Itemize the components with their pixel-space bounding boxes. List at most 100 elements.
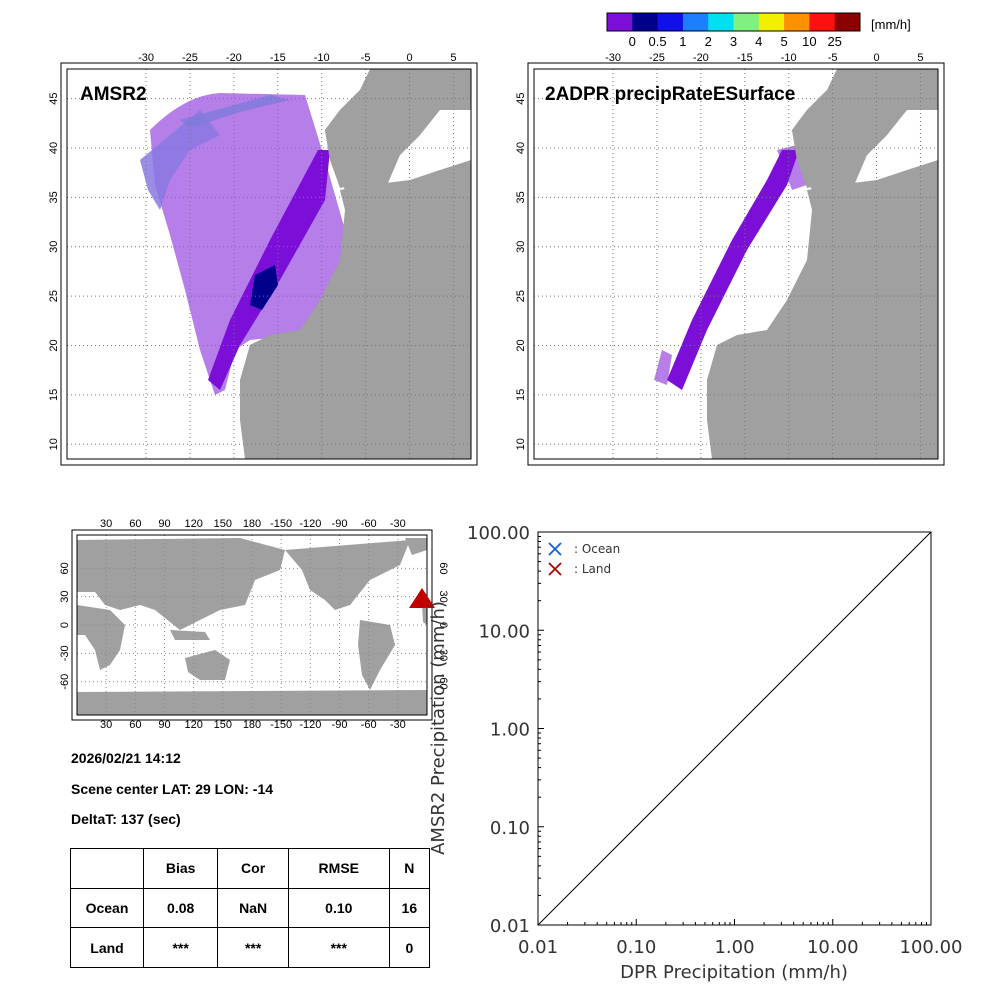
lon-tick-label: -5 <box>361 52 371 64</box>
scatter-plot: 0.01 0.10 1.00 10.00 100.00 0.01 0.10 1.00 10.00… <box>428 523 963 983</box>
scene-center-marker-icon <box>409 588 435 608</box>
lon-tick-label: -15 <box>737 52 753 64</box>
colorbar-swatch <box>758 13 785 31</box>
lon-tick-label: -25 <box>649 52 665 64</box>
lon-tick-label: 150 <box>214 719 232 731</box>
x-tick-label: 100.00 <box>900 937 963 958</box>
table-header-cell: Cor <box>217 848 289 889</box>
lon-tick-label: 120 <box>184 719 202 731</box>
lat-tick-label: 60 <box>59 562 71 574</box>
lat-tick-label: 40 <box>515 142 527 154</box>
lon-tick-label: -30 <box>605 52 621 64</box>
lat-tick-label: -30 <box>59 645 71 661</box>
x-tick-label: 1.00 <box>714 937 754 958</box>
lat-tick-label: -30 <box>437 645 449 661</box>
x-axis-label: DPR Precipitation (mm/h) <box>620 962 848 983</box>
lat-tick-label: 40 <box>48 142 60 154</box>
table-cell: *** <box>287 927 390 968</box>
table-cell: 0 <box>388 927 431 968</box>
lon-tick-label: -30 <box>138 52 154 64</box>
colorbar-tick-label: 25 <box>827 34 841 49</box>
lon-tick-label: -30 <box>390 719 406 731</box>
table-cell: Ocean <box>70 887 144 929</box>
x-tick-label: 0.01 <box>518 937 558 958</box>
colorbar-tick-label: 5 <box>780 34 787 49</box>
world-map: 30 30 60 60 90 90 120 120 150 150 180 180 -150 -150 -1… <box>59 518 449 731</box>
y-tick-label: 100.00 <box>467 523 530 544</box>
lat-tick-label: 10 <box>515 438 527 450</box>
map-title-amsr2: AMSR2 <box>80 84 147 105</box>
legend-marker-icon <box>548 562 562 576</box>
lon-tick-label: 90 <box>158 518 170 530</box>
colorbar-swatch <box>657 13 684 31</box>
lat-tick-label: 30 <box>515 241 527 253</box>
colorbar-swatch <box>834 13 861 31</box>
table-cell: 0.08 <box>142 887 219 929</box>
lat-tick-label: 30 <box>48 241 60 253</box>
delta-t: DeltaT: 137 (sec) <box>71 811 181 827</box>
table-cell: NaN <box>217 887 289 929</box>
amsr2-map: -30-30-25-25-20-20-15-15-10-10-5-5005510… <box>48 52 478 466</box>
lat-tick-label: 60 <box>437 562 449 574</box>
x-tick-label: 10.00 <box>807 937 859 958</box>
y-tick-label: 10.00 <box>478 621 530 642</box>
colorbar-swatch <box>708 13 734 31</box>
colorbar-tick-label: 2 <box>705 34 712 49</box>
legend-label: : Land <box>574 562 611 576</box>
table-row: Land *** *** *** 0 <box>70 927 431 968</box>
colorbar-swatch <box>809 13 836 31</box>
lat-tick-label: 30 <box>437 591 449 603</box>
lat-tick-label: 10 <box>48 438 60 450</box>
y-tick-label: 0.10 <box>490 818 530 839</box>
lat-tick-label: 30 <box>59 591 71 603</box>
lon-tick-label: -10 <box>314 52 330 64</box>
lat-tick-label: 0 <box>437 622 449 628</box>
y-tick-label: 0.01 <box>490 916 530 937</box>
lon-tick-label: -15 <box>270 52 286 64</box>
colorbar-tick-label: 4 <box>755 34 762 49</box>
colorbar-unit: [mm/h] <box>871 17 911 32</box>
colorbar-tick-label: 10 <box>802 34 816 49</box>
colorbar-swatch <box>682 13 709 31</box>
legend-label: : Ocean <box>574 542 620 556</box>
lon-tick-label: 30 <box>100 518 112 530</box>
table-row: Ocean 0.08 NaN 0.10 16 <box>70 887 431 929</box>
lon-tick-label: -90 <box>332 719 348 731</box>
lon-tick-label: 90 <box>158 719 170 731</box>
lon-tick-label: 180 <box>243 719 261 731</box>
lat-tick-label: 35 <box>48 191 60 203</box>
scene-datetime: 2026/02/21 14:12 <box>71 750 181 766</box>
scene-center: Scene center LAT: 29 LON: -14 <box>71 781 274 797</box>
lon-tick-label: 30 <box>100 719 112 731</box>
colorbar-tick-label: 0 <box>629 34 636 49</box>
colorbar-swatch <box>607 13 633 31</box>
colorbar-tick-label: 0.5 <box>649 34 667 49</box>
stats-table: Bias Cor RMSE N Ocean 0.08 NaN 0.10 16 L… <box>70 848 431 968</box>
lat-tick-label: -60 <box>437 674 449 690</box>
dpr-map: -30-30-25-25-20-20-15-15-10-10-5-5005510… <box>515 52 945 466</box>
lon-tick-label: -20 <box>226 52 242 64</box>
lon-tick-label: 5 <box>450 52 456 64</box>
lon-tick-label: -20 <box>693 52 709 64</box>
lon-tick-label: 180 <box>243 518 261 530</box>
colorbar-tick-label: 3 <box>730 34 737 49</box>
lat-tick-label: -60 <box>59 674 71 690</box>
colorbar: [mm/h] 0 0.5 1 2 3 4 5 10 25 <box>606 12 911 49</box>
lon-tick-label: 60 <box>129 719 141 731</box>
lat-tick-label: 25 <box>48 290 60 302</box>
lat-tick-label: 20 <box>48 339 60 351</box>
lon-tick-label: -150 <box>270 518 292 530</box>
lon-tick-label: -25 <box>182 52 198 64</box>
lon-tick-label: 120 <box>184 518 202 530</box>
colorbar-swatch <box>733 13 760 31</box>
one-to-one-line <box>537 531 932 926</box>
lon-tick-label: -150 <box>270 719 292 731</box>
lon-tick-label: -10 <box>781 52 797 64</box>
legend-marker-icon <box>548 542 562 556</box>
table-header-cell: Bias <box>142 848 219 889</box>
x-tick-label: 0.10 <box>616 937 656 958</box>
lat-tick-label: 45 <box>48 92 60 104</box>
lat-tick-label: 20 <box>515 339 527 351</box>
table-cell: *** <box>217 927 289 968</box>
table-header-cell: RMSE <box>287 848 390 889</box>
